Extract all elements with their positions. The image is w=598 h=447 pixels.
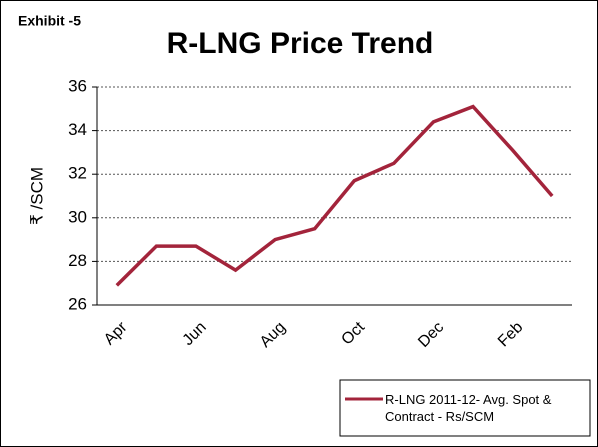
x-tick-label: Dec [415,319,447,351]
y-axis-label: ₹ /SCM [27,167,46,225]
legend-box [339,379,591,437]
x-tick-label: Apr [101,318,131,348]
y-tick-label: 34 [68,120,87,139]
x-tick-label: Aug [257,319,289,351]
y-tick-label: 36 [68,76,87,95]
y-tick-label: 30 [68,207,87,226]
chart-title: R-LNG Price Trend [167,27,434,60]
x-tick-label: Oct [338,318,368,348]
y-tick-label: 26 [68,294,87,313]
y-tick-label: 28 [68,251,87,270]
y-tick-label: 32 [68,164,87,183]
legend-label: R-LNG 2011-12- Avg. Spot & Contract - Rs… [385,392,552,424]
x-tick-label: Feb [495,319,527,351]
x-tick-label: Jun [180,319,210,349]
line-series [115,104,554,287]
exhibit-label: Exhibit -5 [18,13,81,29]
